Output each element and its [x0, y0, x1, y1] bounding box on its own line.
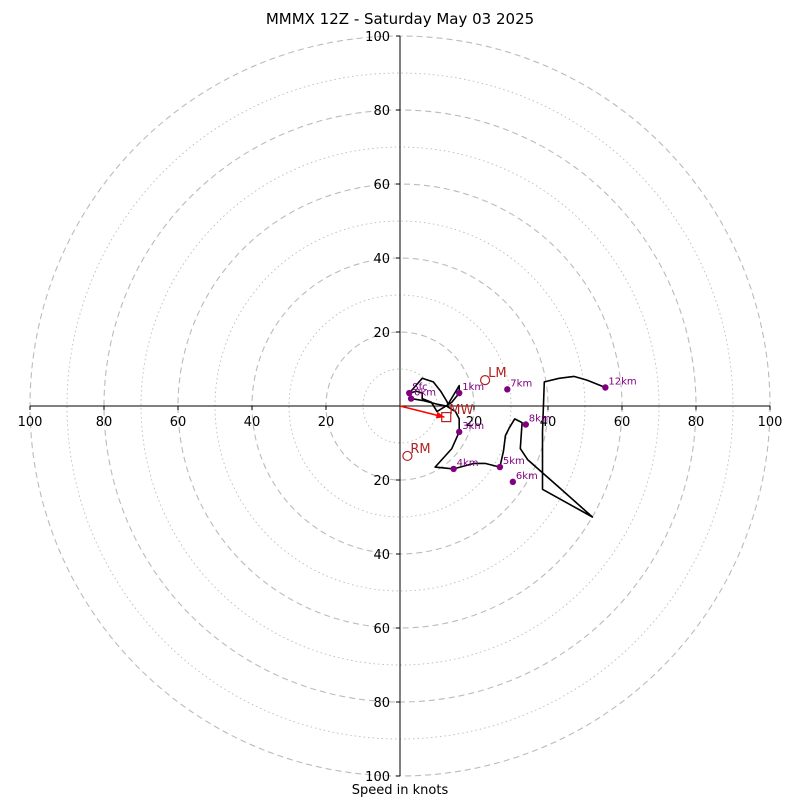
y-tick-label: 60	[373, 622, 390, 637]
storm-motion-marker	[480, 375, 491, 386]
height-marker-label: 12km	[608, 377, 636, 388]
height-marker-point	[456, 428, 463, 436]
storm-motion-label: MW	[449, 403, 473, 418]
height-marker-label: 0km	[414, 388, 436, 399]
chart-title: MMMX 12Z - Saturday May 03 2025	[265, 10, 535, 28]
hodograph-line	[408, 375, 606, 518]
y-tick-label: 80	[373, 696, 390, 711]
hodograph-trace	[408, 375, 606, 518]
storm-motion-markers: LM MW RM	[402, 366, 507, 462]
height-marker-point	[450, 465, 457, 473]
height-marker-point	[504, 386, 511, 393]
x-tick-label: 60	[614, 415, 631, 430]
x-axis-label: Speed in knots	[351, 783, 449, 798]
x-tick-label: 20	[318, 415, 335, 430]
x-tick-label: 20	[466, 415, 483, 430]
height-marker-label: Sfc	[412, 382, 427, 393]
y-tick-label: 20	[373, 474, 390, 489]
shear-vector	[399, 405, 445, 419]
y-tick-label: 80	[373, 104, 390, 119]
storm-motion-label: LM	[488, 366, 506, 381]
height-marker-label: 6km	[516, 471, 538, 482]
x-tick-label: 40	[244, 415, 261, 430]
storm-motion-marker	[441, 412, 452, 423]
storm-motion-marker	[402, 450, 413, 462]
y-tick-label: 20	[373, 326, 390, 341]
height-marker-label: 7km	[510, 378, 532, 389]
height-marker-point	[456, 389, 463, 397]
height-marker-point	[509, 478, 517, 486]
x-tick-label: 80	[688, 415, 705, 430]
tick-labels: 100 80 60 40 20 20 40 60 80 100 100 80 60 40 20 20 40 60 8…	[18, 30, 783, 785]
height-marker-label: 1km	[462, 382, 484, 393]
height-marker-label: 3km	[462, 421, 484, 432]
x-tick-label: 100	[758, 415, 783, 430]
height-marker-label: 8km	[529, 414, 551, 425]
height-marker-label: 4km	[457, 458, 479, 469]
storm-motion-label: RM	[410, 442, 430, 457]
y-tick-label: 100	[365, 30, 390, 45]
y-tick-label: 40	[373, 252, 390, 267]
x-tick-label: 80	[96, 415, 113, 430]
height-marker-point	[406, 389, 413, 397]
height-marker-point	[496, 463, 504, 471]
x-tick-label: 40	[540, 415, 557, 430]
x-tick-label: 60	[170, 415, 187, 430]
y-tick-label: 40	[373, 548, 390, 563]
height-marker-point	[602, 384, 609, 391]
y-tick-label: 60	[373, 178, 390, 193]
x-tick-label: 100	[18, 415, 43, 430]
height-marker-label: 5km	[503, 456, 525, 467]
height-marker-point	[522, 421, 529, 428]
height-marker-point	[407, 395, 415, 402]
y-tick-label: 100	[365, 770, 390, 785]
